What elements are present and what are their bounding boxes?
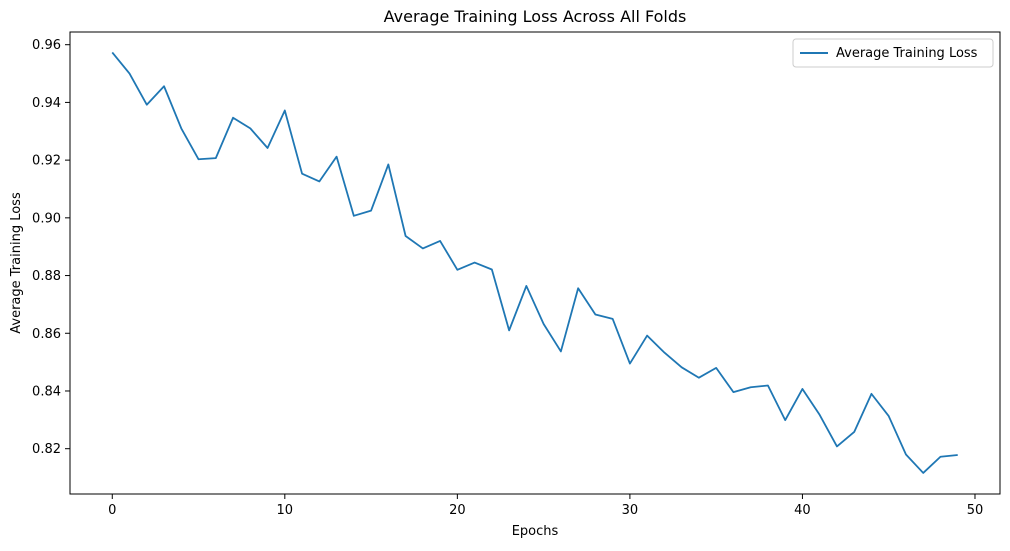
x-tick-label: 10 [277, 503, 294, 518]
y-tick-label: 0.96 [32, 38, 61, 53]
plot-area [111, 51, 958, 474]
x-tick-label: 30 [622, 503, 639, 518]
chart-title: Average Training Loss Across All Folds [384, 7, 687, 26]
y-tick-label: 0.94 [32, 96, 61, 111]
legend: Average Training Loss [792, 38, 994, 68]
x-axis: 0 10 20 30 40 50 [108, 494, 983, 518]
x-tick-label: 20 [449, 503, 466, 518]
y-tick-label: 0.84 [32, 384, 61, 399]
y-tick-label: 0.86 [32, 327, 61, 342]
y-axis: 0.82 0.84 0.86 0.88 0.90 0.92 0.94 0.96 [32, 38, 70, 457]
x-axis-label: Epochs [512, 524, 559, 539]
y-tick-label: 0.90 [32, 211, 61, 226]
x-tick-label: 40 [794, 503, 811, 518]
y-tick-label: 0.92 [32, 154, 61, 169]
series-line-0 [111, 51, 958, 474]
x-tick-label: 0 [108, 503, 116, 518]
y-axis-label: Average Training Loss [9, 192, 24, 334]
y-tick-label: 0.88 [32, 269, 61, 284]
plot-frame [69, 31, 1001, 495]
y-tick-label: 0.82 [32, 442, 61, 457]
legend-box [792, 38, 994, 68]
x-tick-label: 50 [967, 503, 984, 518]
legend-entry-label: Average Training Loss [836, 46, 978, 61]
